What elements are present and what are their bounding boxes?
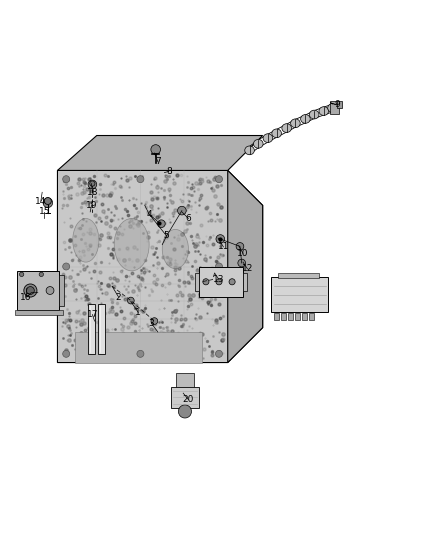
Bar	[275, 313, 279, 320]
Bar	[330, 101, 339, 114]
Text: 6: 6	[186, 214, 191, 223]
Text: 5: 5	[164, 231, 170, 240]
Ellipse shape	[245, 146, 254, 155]
Ellipse shape	[290, 119, 300, 128]
Text: 11: 11	[218, 243, 229, 252]
Ellipse shape	[319, 107, 328, 116]
Text: 18: 18	[87, 188, 98, 197]
Ellipse shape	[177, 206, 186, 215]
Text: 13: 13	[213, 275, 225, 284]
Bar	[59, 275, 64, 306]
Bar	[88, 304, 95, 354]
Ellipse shape	[216, 235, 225, 244]
Ellipse shape	[203, 279, 209, 285]
Ellipse shape	[73, 219, 99, 262]
Ellipse shape	[26, 287, 34, 294]
Ellipse shape	[137, 176, 144, 183]
Text: 16: 16	[20, 293, 32, 302]
Ellipse shape	[114, 219, 149, 271]
Bar	[171, 386, 199, 408]
Ellipse shape	[215, 350, 223, 357]
Polygon shape	[57, 171, 263, 362]
Ellipse shape	[151, 318, 158, 325]
Bar	[98, 304, 105, 354]
Ellipse shape	[229, 279, 235, 285]
Ellipse shape	[127, 297, 134, 304]
Ellipse shape	[215, 263, 223, 270]
Ellipse shape	[282, 124, 291, 133]
Ellipse shape	[43, 198, 53, 207]
Bar	[288, 313, 293, 320]
Ellipse shape	[44, 198, 51, 205]
Bar	[282, 313, 286, 320]
Ellipse shape	[178, 405, 191, 418]
Ellipse shape	[328, 103, 337, 112]
Ellipse shape	[263, 134, 273, 142]
Ellipse shape	[158, 220, 165, 228]
Text: 12: 12	[242, 264, 253, 273]
Ellipse shape	[254, 140, 263, 148]
Ellipse shape	[90, 181, 95, 186]
Text: 8: 8	[166, 167, 172, 176]
Ellipse shape	[309, 110, 319, 119]
Text: 15: 15	[39, 207, 50, 216]
Bar	[243, 273, 247, 290]
Ellipse shape	[137, 350, 144, 357]
Bar	[75, 332, 201, 362]
Ellipse shape	[39, 272, 43, 277]
Polygon shape	[228, 171, 263, 362]
Text: 14: 14	[35, 197, 46, 206]
Text: 1: 1	[135, 308, 141, 317]
Ellipse shape	[63, 263, 70, 270]
Ellipse shape	[272, 129, 282, 138]
Bar	[272, 277, 328, 312]
Ellipse shape	[19, 272, 24, 277]
Bar	[15, 310, 63, 314]
Ellipse shape	[24, 284, 37, 297]
Ellipse shape	[162, 229, 188, 269]
Text: 20: 20	[183, 395, 194, 404]
Bar	[302, 313, 307, 320]
Ellipse shape	[300, 115, 310, 123]
Ellipse shape	[216, 279, 222, 285]
Ellipse shape	[236, 243, 244, 251]
Text: 10: 10	[237, 249, 249, 258]
Text: 9: 9	[334, 100, 340, 109]
Bar	[295, 313, 300, 320]
Bar	[309, 313, 314, 320]
Ellipse shape	[238, 259, 246, 267]
Text: 7: 7	[155, 157, 161, 166]
Bar	[337, 101, 342, 108]
Bar	[176, 374, 194, 386]
Ellipse shape	[215, 176, 223, 183]
Text: 17: 17	[87, 310, 98, 319]
Text: 3: 3	[148, 319, 154, 328]
Polygon shape	[57, 135, 263, 171]
Ellipse shape	[63, 350, 70, 357]
Ellipse shape	[151, 144, 160, 154]
Bar	[278, 273, 319, 278]
Bar	[195, 273, 199, 290]
Text: 19: 19	[86, 201, 97, 210]
Text: 4: 4	[146, 209, 152, 219]
Ellipse shape	[46, 287, 54, 294]
Bar	[199, 266, 243, 297]
Bar	[17, 271, 59, 310]
Text: 2: 2	[116, 293, 121, 302]
Ellipse shape	[88, 180, 97, 189]
Ellipse shape	[63, 176, 70, 183]
